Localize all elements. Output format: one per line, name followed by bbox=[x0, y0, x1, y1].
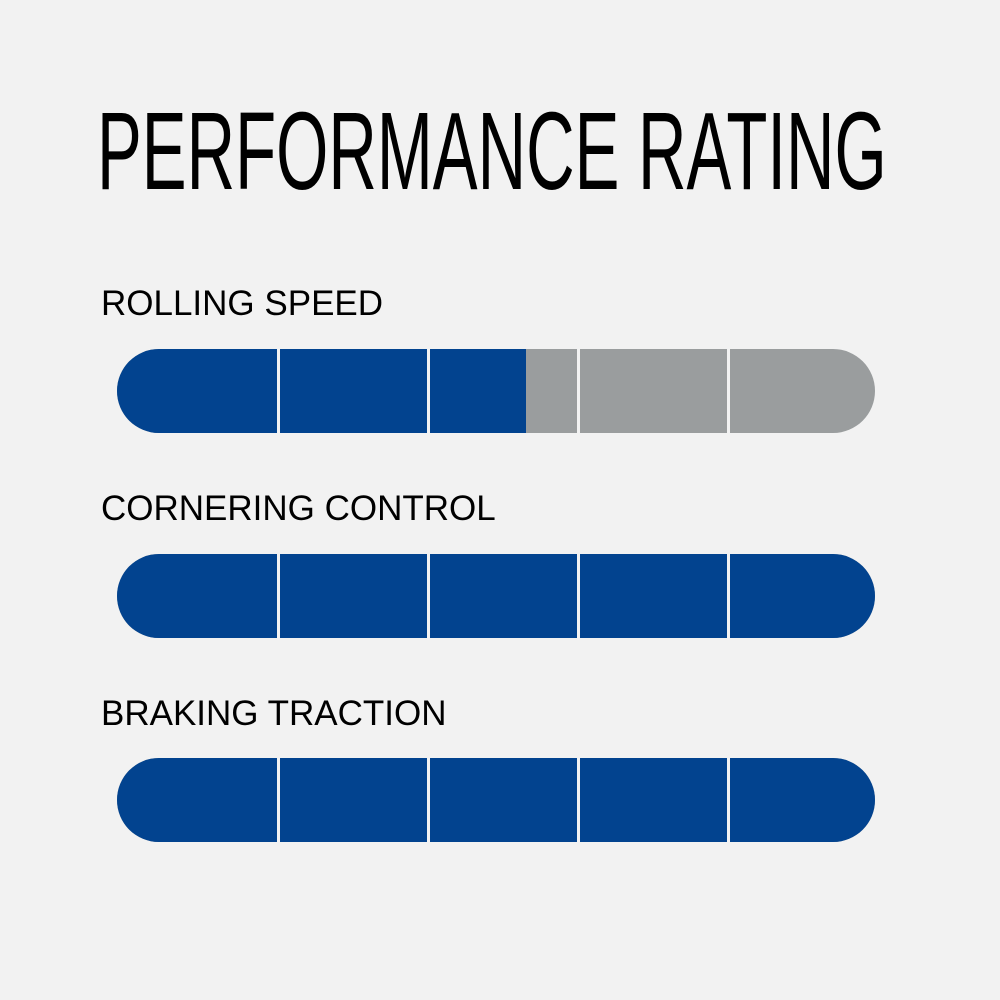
rating-label-cornering-control: CORNERING CONTROL bbox=[101, 489, 496, 528]
segment-divider bbox=[277, 758, 280, 842]
rating-fill bbox=[117, 349, 527, 433]
segment-divider bbox=[277, 349, 280, 433]
rating-label-rolling-speed: ROLLING SPEED bbox=[101, 284, 384, 323]
rating-bar-braking-traction bbox=[117, 758, 875, 842]
page-title: PERFORMANCE RATING bbox=[97, 90, 887, 213]
segment-divider bbox=[277, 554, 280, 638]
rating-fill bbox=[117, 758, 875, 842]
rating-fill bbox=[117, 554, 875, 638]
segment-divider bbox=[577, 554, 580, 638]
segment-divider bbox=[727, 349, 730, 433]
segment-divider bbox=[727, 758, 730, 842]
rating-bar-rolling-speed bbox=[117, 349, 875, 433]
segment-divider bbox=[577, 349, 580, 433]
rating-label-braking-traction: BRAKING TRACTION bbox=[101, 694, 447, 733]
segment-divider bbox=[427, 554, 430, 638]
segment-divider bbox=[727, 554, 730, 638]
rating-bar-cornering-control bbox=[117, 554, 875, 638]
segment-divider bbox=[577, 758, 580, 842]
segment-divider bbox=[427, 349, 430, 433]
segment-divider bbox=[427, 758, 430, 842]
